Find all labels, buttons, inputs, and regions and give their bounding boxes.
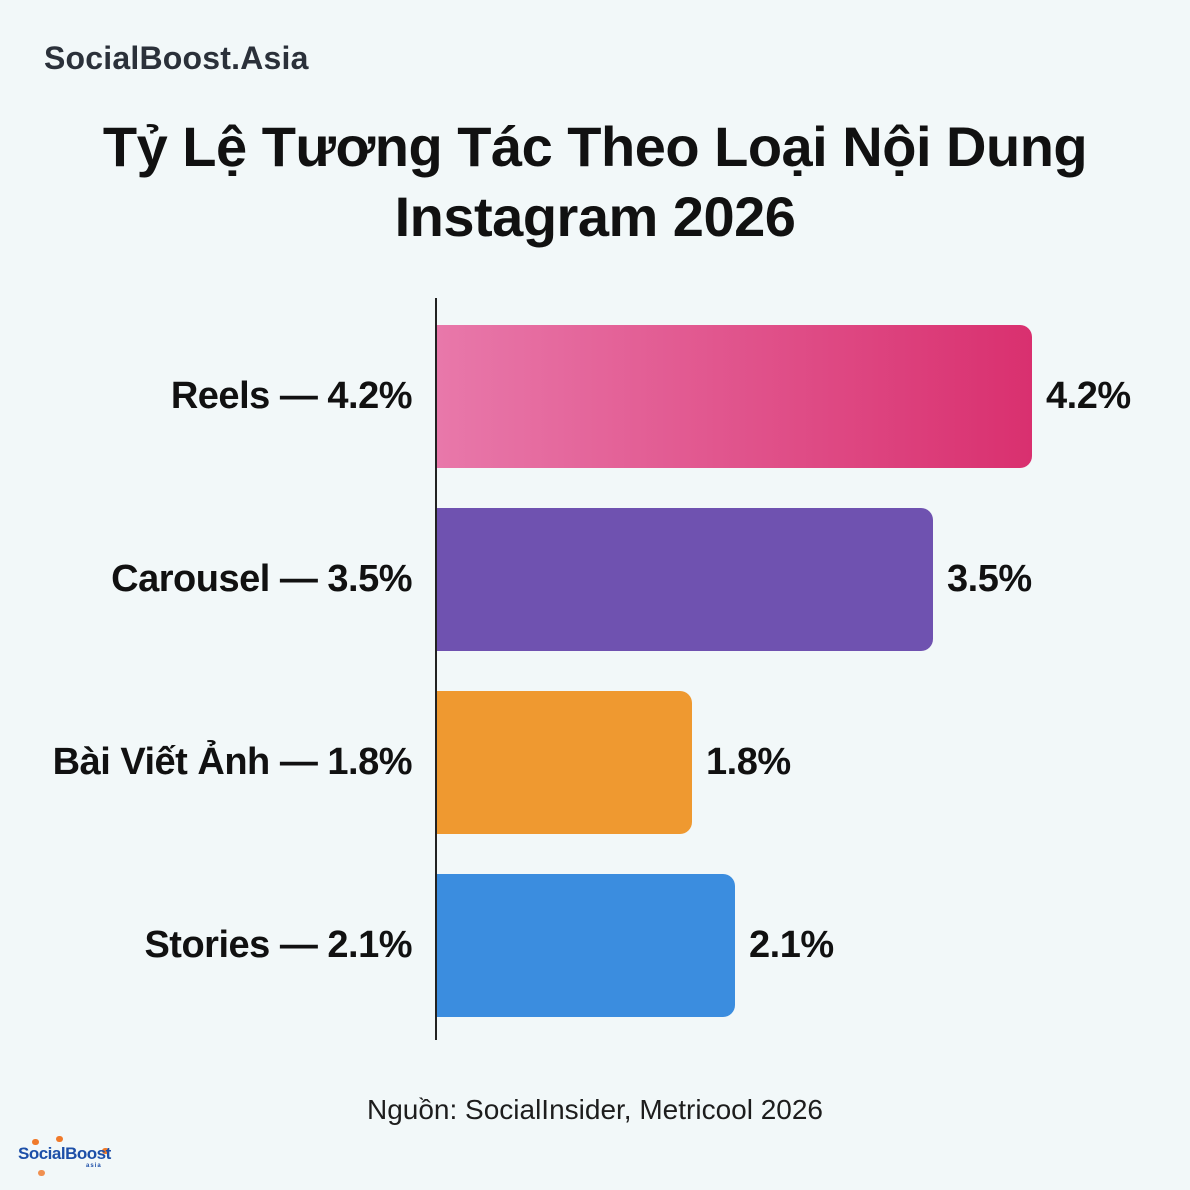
heart-icon: [38, 1170, 45, 1176]
bar-row-carousel: Carousel — 3.5% 3.5%: [0, 508, 1190, 651]
value-label: 1.8%: [706, 741, 791, 783]
heart-icon: [56, 1136, 63, 1142]
category-label: Stories — 2.1%: [144, 924, 412, 966]
brand-name: SocialBoost.Asia: [44, 40, 309, 76]
logo-text: SocialBoost: [18, 1144, 111, 1163]
bar-row-photo-posts: Bài Viết Ảnh — 1.8% 1.8%: [0, 691, 1190, 834]
bar-reels: [437, 325, 1032, 468]
value-label: 3.5%: [947, 558, 1032, 600]
y-axis-line: [435, 298, 437, 1040]
category-label: Carousel — 3.5%: [111, 558, 412, 600]
category-label: Reels — 4.2%: [170, 375, 413, 417]
bar-row-stories: Stories — 2.1% 2.1%: [0, 874, 1190, 1017]
heart-icon: [102, 1148, 109, 1154]
bar-row-reels: Reels — 4.2% 4.2%: [0, 325, 1190, 468]
category-label: Bài Viết Ảnh — 1.8%: [52, 741, 413, 783]
value-label: 4.2%: [1046, 375, 1131, 417]
logo-subtext: asia: [86, 1163, 102, 1169]
bar-carousel: [437, 508, 933, 651]
value-label: 2.1%: [749, 924, 834, 966]
chart-title-line1: Tỷ Lệ Tương Tác Theo Loại Nội Dung: [102, 115, 1088, 178]
bar-stories: [437, 874, 735, 1017]
chart-title-line2: Instagram 2026: [394, 185, 796, 248]
bar-photo-posts: [437, 691, 692, 834]
source-note: Nguồn: SocialInsider, Metricool 2026: [366, 1094, 824, 1125]
chart-title: Tỷ Lệ Tương Tác Theo Loại Nội Dung Insta…: [0, 112, 1190, 252]
socialboost-logo: SocialBoost asia: [14, 1136, 114, 1180]
heart-icon: [32, 1139, 39, 1145]
